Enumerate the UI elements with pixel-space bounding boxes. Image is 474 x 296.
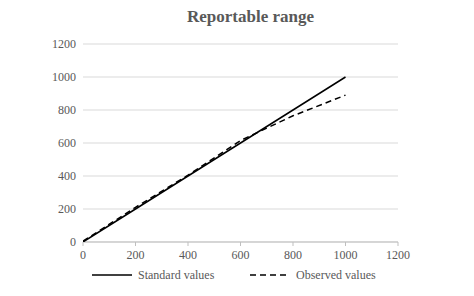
x-tick-label: 600 <box>232 248 250 262</box>
legend-label: Standard values <box>138 268 215 282</box>
y-tick-label: 600 <box>58 136 76 150</box>
y-tick-label: 1000 <box>52 70 76 84</box>
legend-swatch <box>92 274 132 276</box>
grid-line <box>83 44 398 45</box>
legend-label: Observed values <box>296 268 376 282</box>
series-line <box>83 95 346 241</box>
y-tick-label: 800 <box>58 103 76 117</box>
background <box>0 0 474 296</box>
plot-area <box>83 77 346 242</box>
x-tick <box>135 242 136 246</box>
y-tick-label: 400 <box>58 169 76 183</box>
x-tick <box>240 242 241 246</box>
x-tick <box>83 242 84 246</box>
grid-line <box>83 209 398 210</box>
y-tick-label: 200 <box>58 202 76 216</box>
title: Reportable range <box>187 7 314 26</box>
y-tick-label: 0 <box>70 235 76 249</box>
series-line <box>83 77 346 242</box>
grid-line <box>83 110 398 111</box>
legend-swatch <box>250 274 290 276</box>
x-tick-label: 200 <box>127 248 145 262</box>
chart: Reportable range 0 200 400 600 800 1000 1200 0 20… <box>0 0 474 296</box>
x-tick <box>188 242 189 246</box>
x-tick <box>345 242 346 246</box>
x-tick-label: 0 <box>80 248 86 262</box>
grid-line <box>83 77 398 78</box>
x-tick <box>293 242 294 246</box>
x-tick-label: 800 <box>284 248 302 262</box>
x-tick-label: 400 <box>179 248 197 262</box>
y-tick-label: 1200 <box>52 37 76 51</box>
grid-line <box>83 176 398 177</box>
x-tick <box>398 242 399 246</box>
x-tick-label: 1200 <box>386 248 410 262</box>
x-tick-label: 1000 <box>334 248 358 262</box>
